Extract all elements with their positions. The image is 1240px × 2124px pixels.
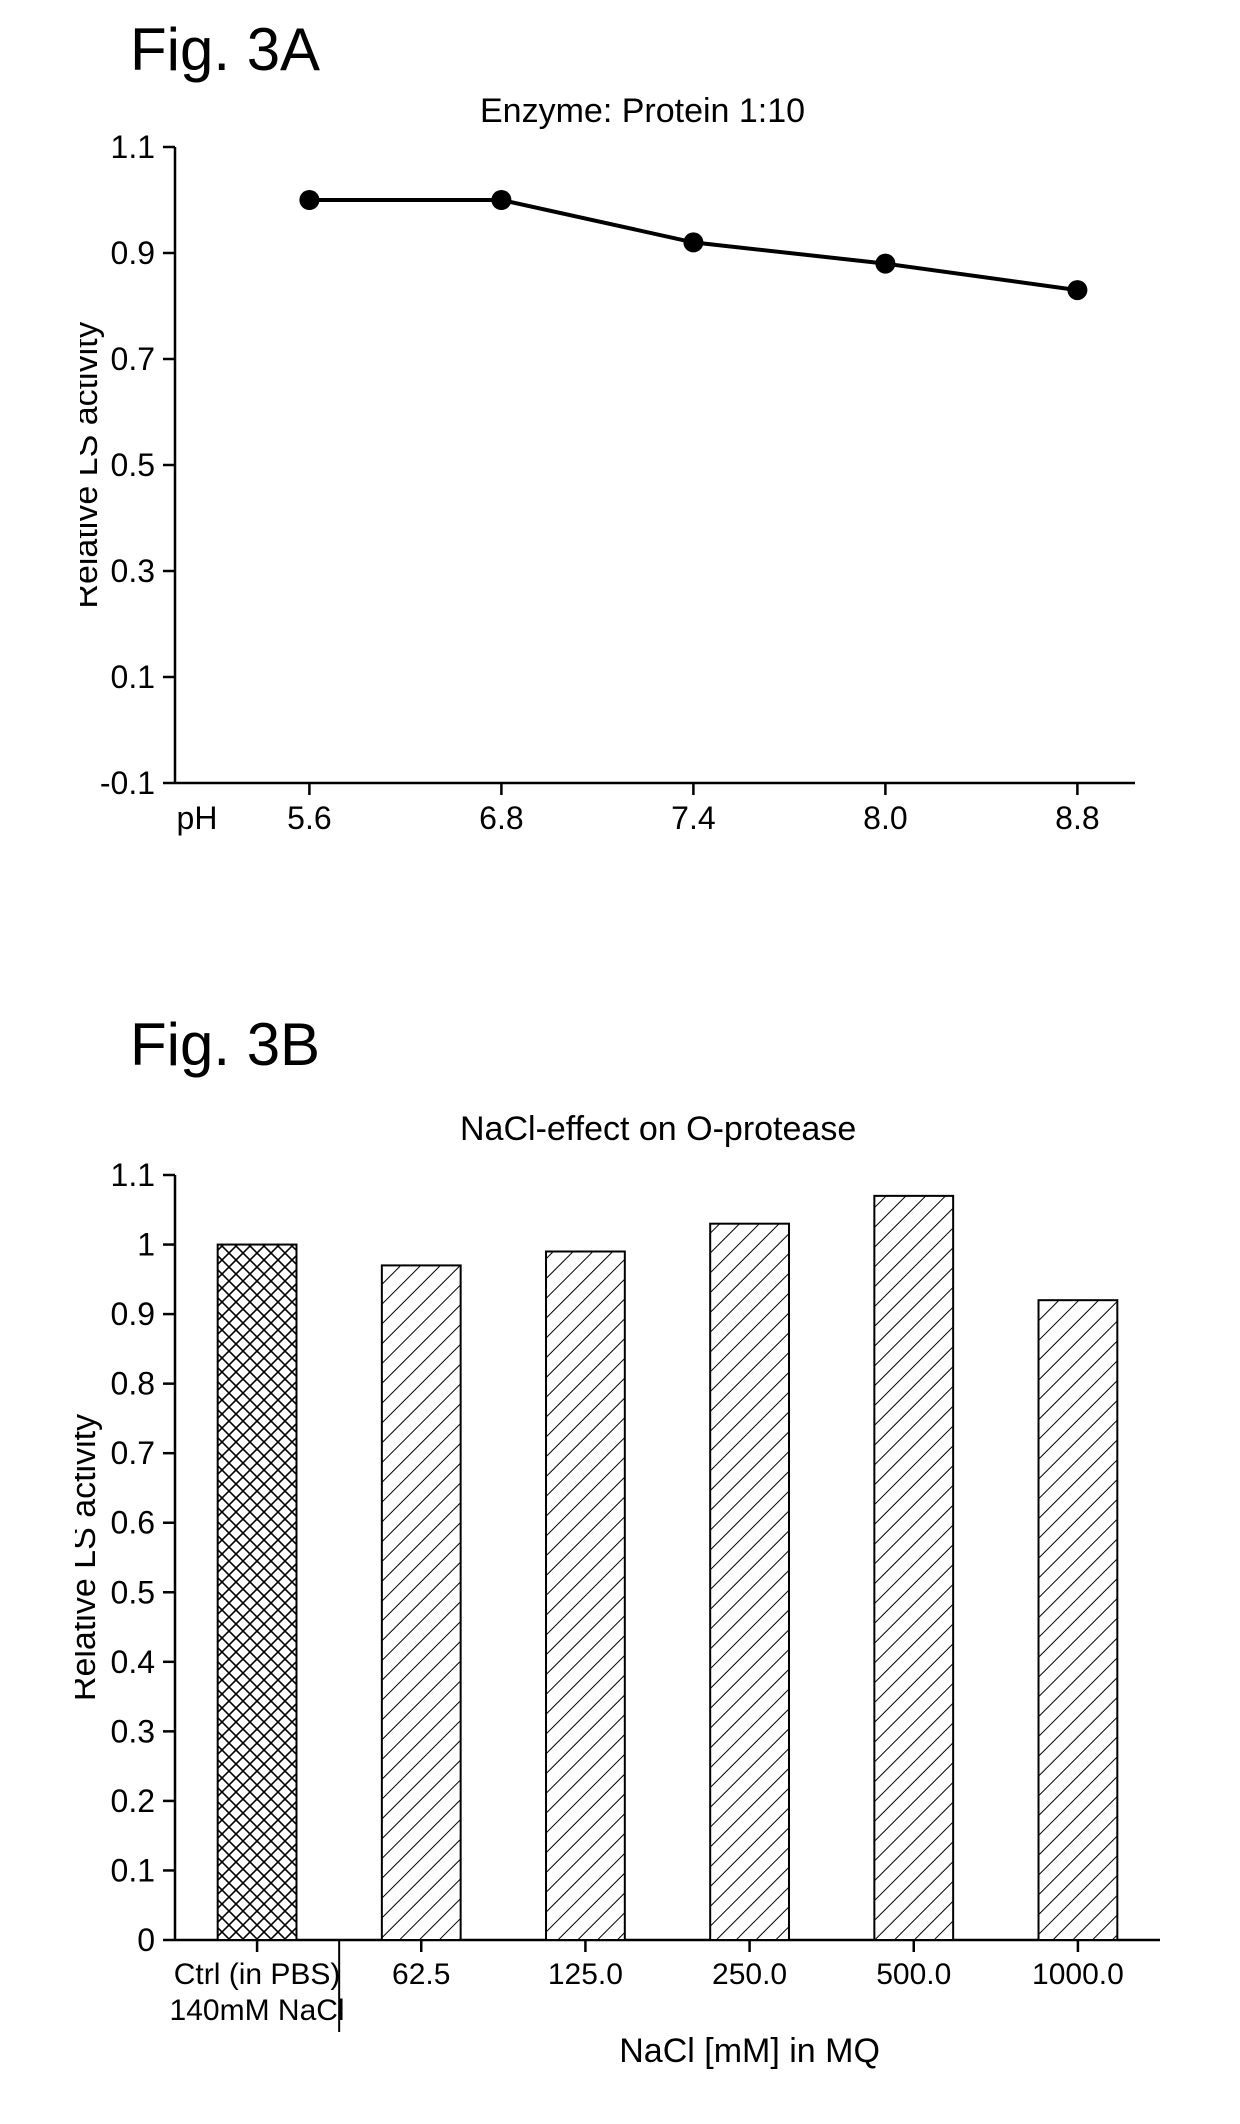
svg-text:0.7: 0.7 [111, 341, 155, 377]
svg-text:Ctrl (in PBS): Ctrl (in PBS) [174, 1958, 341, 1991]
svg-text:0.2: 0.2 [111, 1783, 155, 1819]
fig-a-label: Fig. 3A [130, 15, 320, 84]
svg-text:Relative LS activity: Relative LS activity [80, 321, 105, 608]
svg-text:0.5: 0.5 [111, 1574, 155, 1610]
fig-b-label: Fig. 3B [130, 1010, 320, 1079]
svg-text:0.7: 0.7 [111, 1435, 155, 1471]
svg-text:0.3: 0.3 [111, 1713, 155, 1749]
svg-text:pH: pH [177, 800, 218, 836]
svg-text:7.4: 7.4 [671, 800, 715, 836]
fig-a-title: Enzyme: Protein 1:10 [480, 92, 805, 131]
svg-text:0.9: 0.9 [111, 1296, 155, 1332]
page: Fig. 3A Enzyme: Protein 1:10 -0.10.10.30… [0, 0, 1240, 2124]
svg-text:0.4: 0.4 [111, 1644, 155, 1680]
svg-text:8.8: 8.8 [1055, 800, 1099, 836]
fig-b-chart: 0 0.1 0.2 0.3 0.4 0.5 0.6 0.7 0.8 0.9 1 1.1 Relative… [75, 1155, 1175, 2105]
svg-text:NaCl [mM] in MQ: NaCl [mM] in MQ [619, 2032, 880, 2070]
svg-text:0.1: 0.1 [111, 1852, 155, 1888]
svg-text:62.5: 62.5 [392, 1958, 450, 1991]
svg-text:0.5: 0.5 [111, 447, 155, 483]
svg-text:Relative LS activity: Relative LS activity [75, 1414, 103, 1701]
svg-text:8.0: 8.0 [863, 800, 907, 836]
svg-text:140mM NaCl: 140mM NaCl [170, 1994, 345, 2027]
fig-a-chart: -0.1 0.1 0.3 0.5 0.7 0.9 1.1 5.6 6.8 7.4 8.0 8.8 pH R… [80, 135, 1160, 855]
svg-text:500.0: 500.0 [876, 1958, 951, 1991]
svg-text:0.9: 0.9 [111, 235, 155, 271]
svg-text:125.0: 125.0 [548, 1958, 623, 1991]
svg-text:0.8: 0.8 [111, 1366, 155, 1402]
svg-text:1.1: 1.1 [111, 135, 155, 165]
svg-text:1.1: 1.1 [111, 1157, 155, 1193]
svg-text:1000.0: 1000.0 [1032, 1958, 1124, 1991]
svg-text:0: 0 [137, 1922, 155, 1958]
svg-text:1: 1 [137, 1227, 155, 1263]
svg-text:250.0: 250.0 [712, 1958, 787, 1991]
svg-text:5.6: 5.6 [287, 800, 331, 836]
svg-text:0.6: 0.6 [111, 1505, 155, 1541]
svg-text:0.1: 0.1 [111, 659, 155, 695]
svg-text:-0.1: -0.1 [100, 765, 155, 801]
fig-b-title: NaCl-effect on O-protease [460, 1110, 856, 1149]
svg-text:6.8: 6.8 [479, 800, 523, 836]
svg-text:0.3: 0.3 [111, 553, 155, 589]
